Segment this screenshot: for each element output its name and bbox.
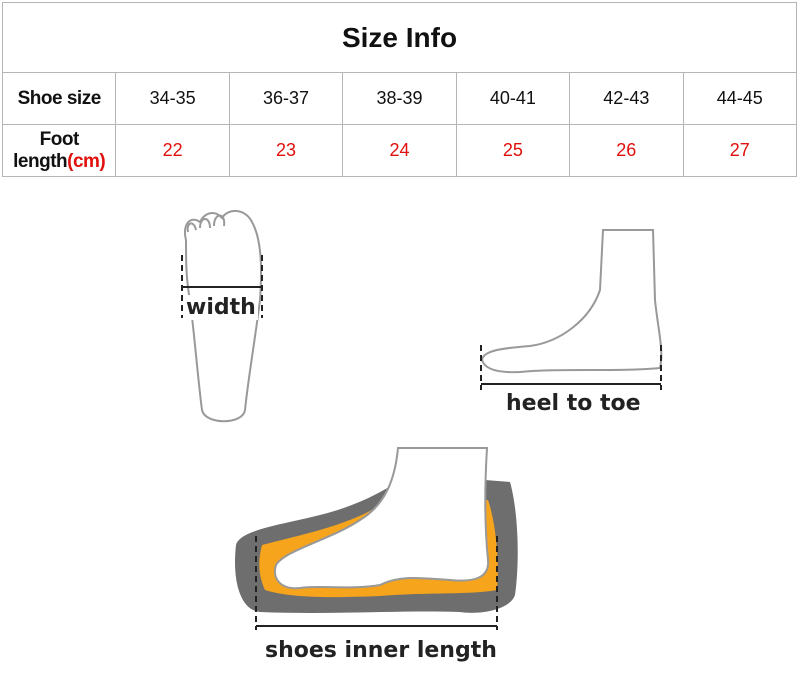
foot-sole-icon: [184, 210, 263, 423]
heel-to-toe-marker: [480, 345, 662, 390]
width-marker: [181, 255, 263, 318]
cell: 22: [115, 124, 230, 177]
table-row-foot-length: Foot length(cm) 22 23 24 25 26 27: [1, 124, 798, 177]
width-label: width: [184, 295, 258, 320]
foot-side-icon: [480, 229, 663, 374]
row-label-text: Foot length: [13, 128, 79, 172]
row-label: Shoe size: [1, 72, 117, 125]
cell: 25: [455, 124, 571, 177]
row-label: Foot length(cm): [1, 124, 117, 177]
cell: 26: [569, 124, 684, 177]
cell: 27: [682, 124, 798, 177]
unit-label: (cm): [67, 150, 106, 172]
size-table: Size Info Shoe size 34-35 36-37 38-39 40…: [1, 2, 798, 177]
table-row-shoe-size: Shoe size 34-35 36-37 38-39 40-41 42-43 …: [1, 72, 798, 125]
cell: 40-41: [455, 72, 571, 125]
inner-length-marker: [255, 536, 498, 630]
heel-to-toe-label: heel to toe: [504, 391, 643, 416]
cell: 23: [228, 124, 344, 177]
inner-length-label: shoes inner length: [263, 638, 499, 663]
shoe-cross-section-icon: [235, 447, 518, 613]
table-title: Size Info: [2, 2, 797, 73]
cell: 24: [342, 124, 457, 177]
cell: 44-45: [682, 72, 798, 125]
